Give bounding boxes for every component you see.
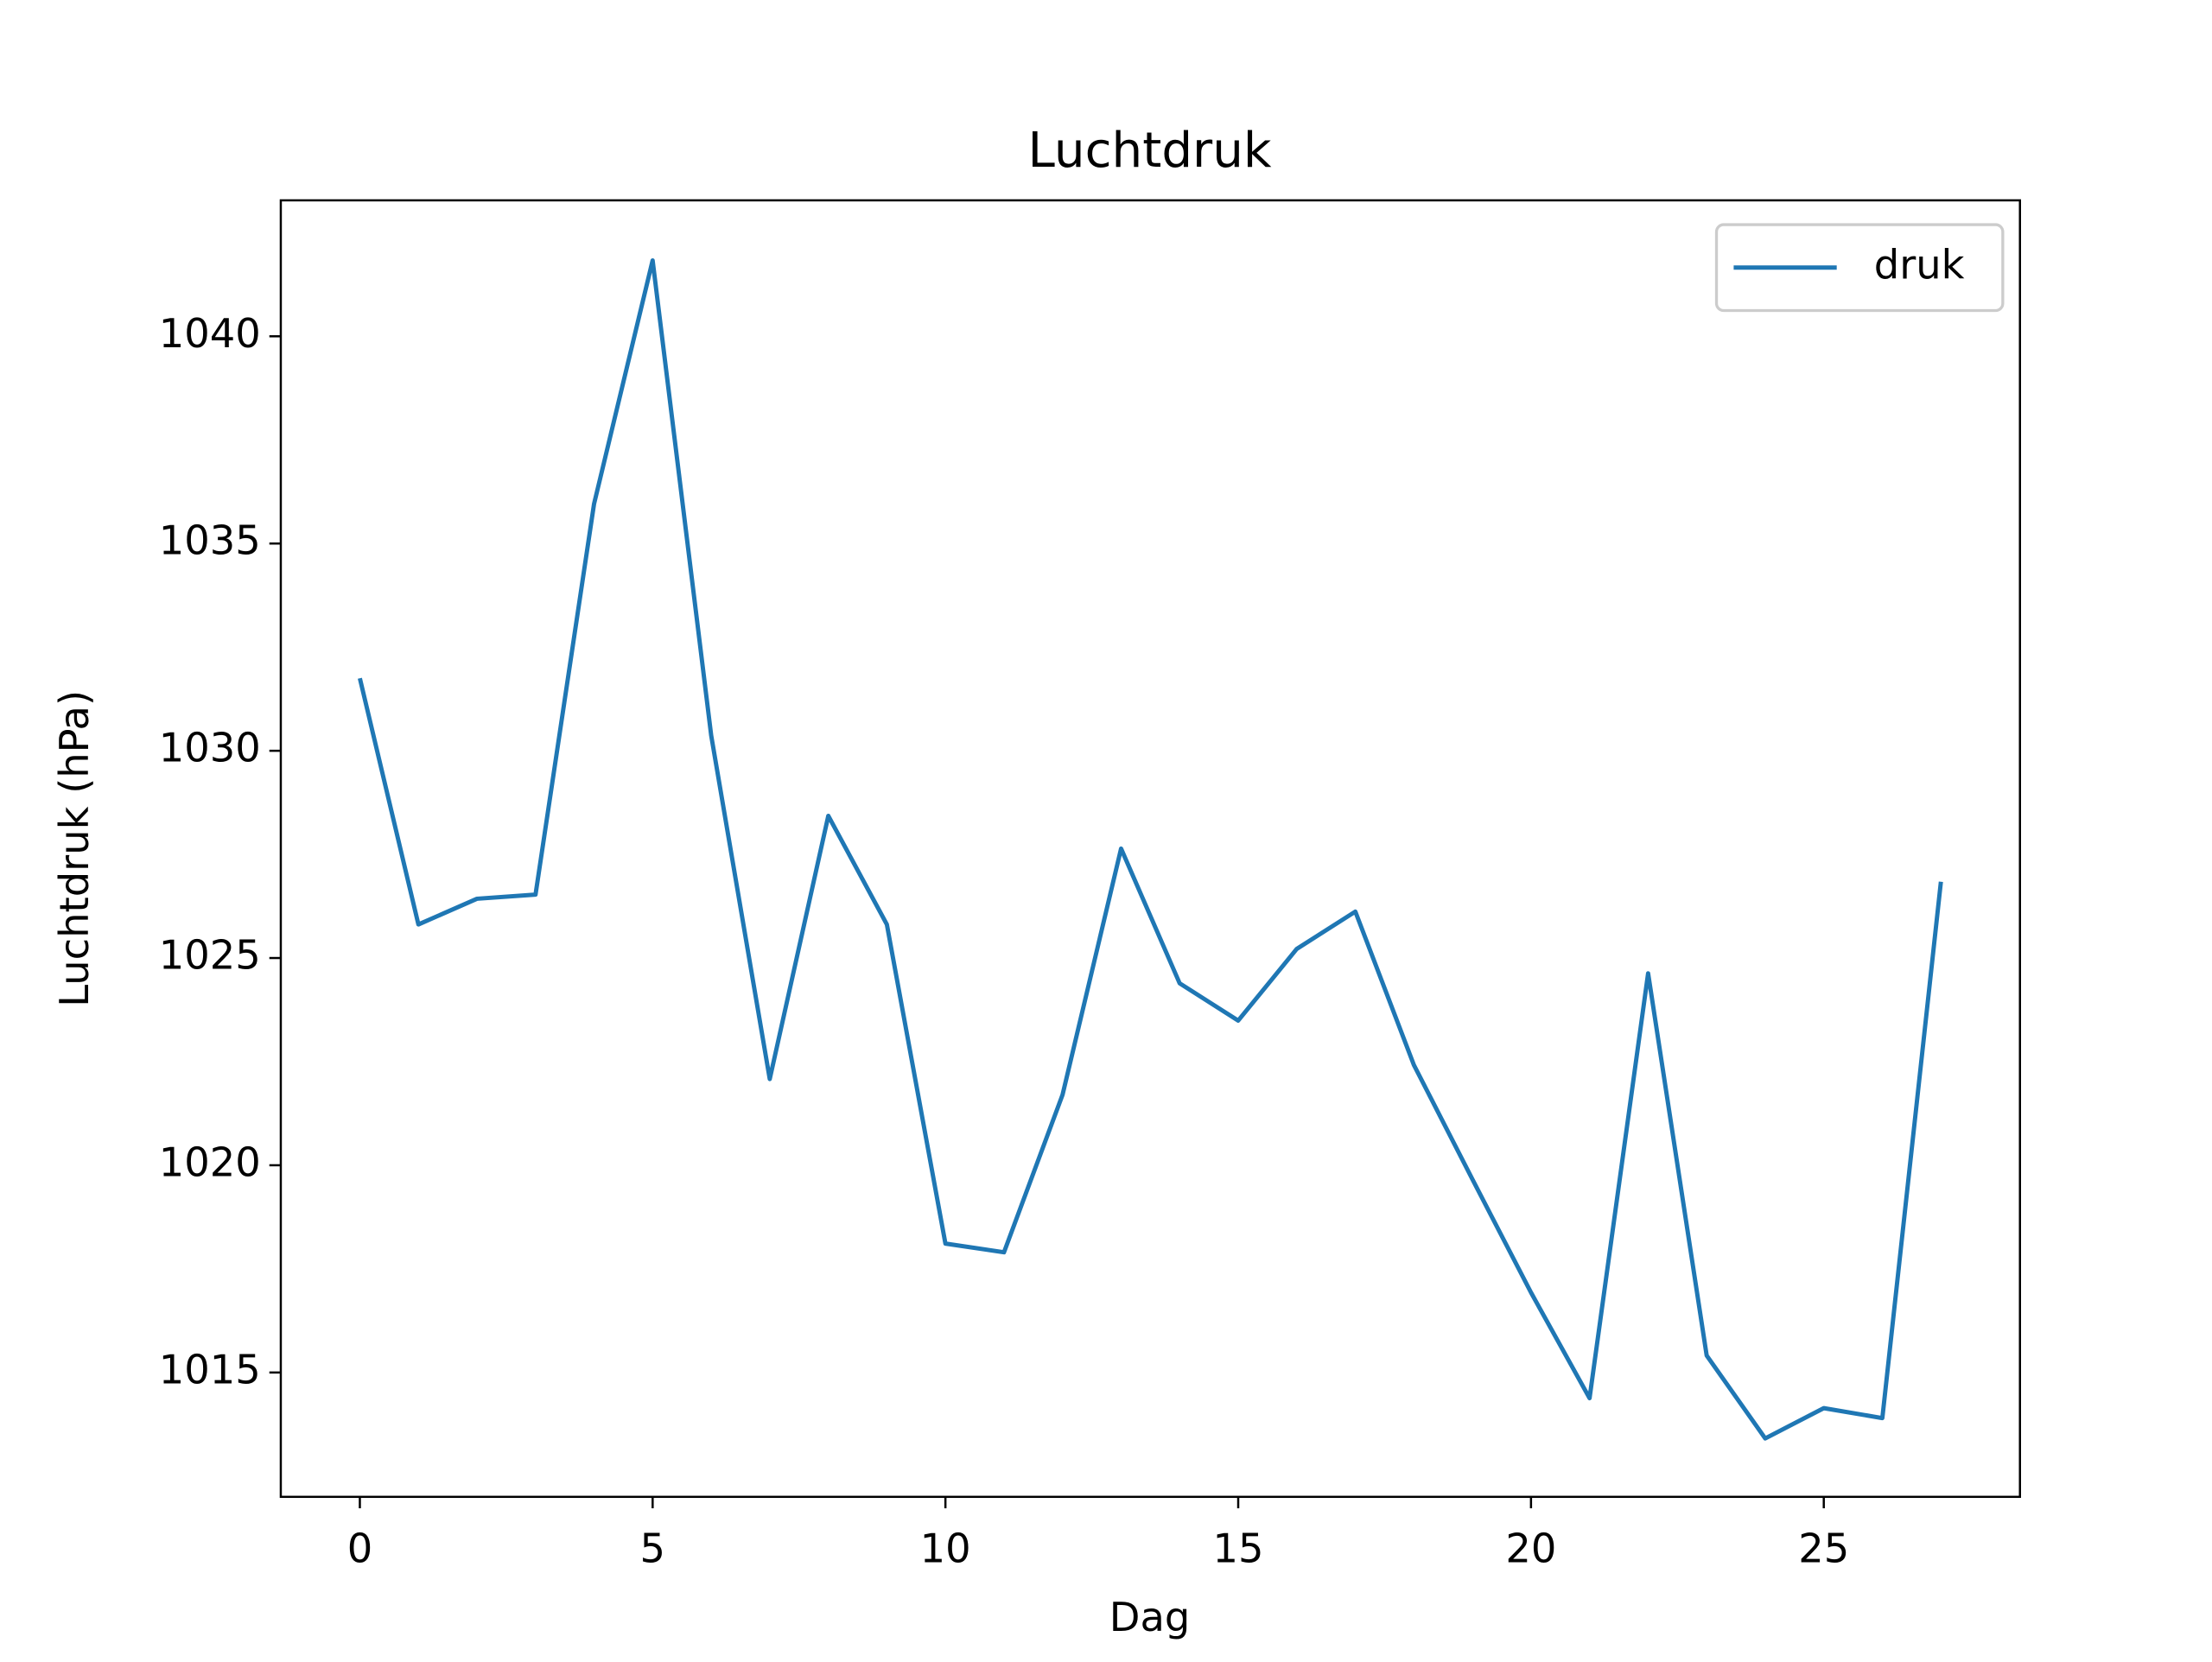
legend-box bbox=[1714, 223, 2005, 313]
data-line bbox=[358, 258, 1943, 1441]
x-tick-label: 5 bbox=[640, 1525, 666, 1571]
plot-frame bbox=[279, 199, 2021, 1499]
y-tick-label: 1025 bbox=[159, 932, 261, 979]
y-tick-label: 1015 bbox=[159, 1346, 261, 1392]
y-tick-label: 1030 bbox=[159, 725, 261, 771]
x-tick-label: 20 bbox=[1505, 1525, 1556, 1571]
y-tick-label: 1035 bbox=[159, 517, 261, 564]
x-tick-label: 0 bbox=[347, 1525, 373, 1571]
x-tick-label: 15 bbox=[1213, 1525, 1264, 1571]
x-axis-label: Dag bbox=[1109, 1594, 1191, 1640]
y-tick-label: 1020 bbox=[159, 1139, 261, 1185]
chart-title: Luchtdruk bbox=[1028, 123, 1272, 179]
x-tick-label: 10 bbox=[920, 1525, 971, 1571]
y-tick-label: 1040 bbox=[159, 310, 261, 357]
y-axis-label: Luchtdruk (hPa) bbox=[51, 690, 98, 1007]
legend-label: druk bbox=[1874, 241, 1965, 288]
x-tick-label: 25 bbox=[1798, 1525, 1849, 1571]
